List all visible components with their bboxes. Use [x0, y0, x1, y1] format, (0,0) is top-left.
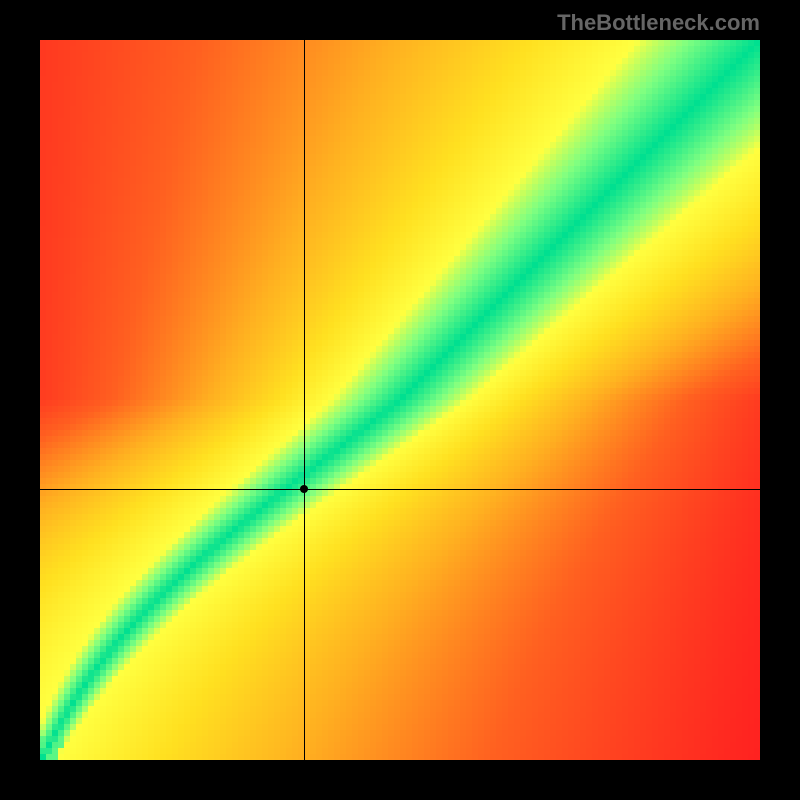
crosshair-horizontal: [40, 489, 760, 490]
bottleneck-heatmap: [40, 40, 760, 760]
heatmap-canvas: [40, 40, 760, 760]
selection-marker: [300, 485, 308, 493]
watermark-text: TheBottleneck.com: [557, 10, 760, 36]
crosshair-vertical: [304, 40, 305, 760]
